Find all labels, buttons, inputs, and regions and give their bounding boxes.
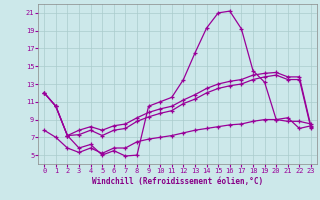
X-axis label: Windchill (Refroidissement éolien,°C): Windchill (Refroidissement éolien,°C): [92, 177, 263, 186]
